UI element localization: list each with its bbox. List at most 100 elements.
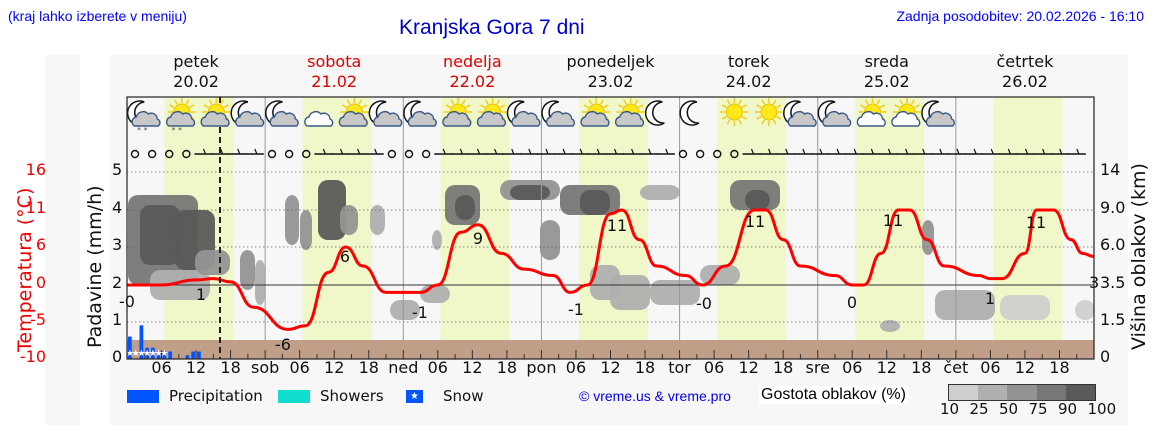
moon-cloud-icon (403, 100, 437, 127)
x-tick: 06 (980, 358, 1001, 377)
density-tick: 90 (1058, 400, 1078, 418)
legend-showers-label: Showers (320, 387, 384, 405)
day-label-0: petek 20.02 (136, 52, 256, 92)
sun-cloud-icon (614, 98, 645, 127)
day-date: 24.02 (725, 72, 772, 91)
last-update: Zadnja posodobitev: 20.02.2026 - 16:10 (896, 8, 1144, 24)
svg-text:★: ★ (132, 349, 140, 359)
x-tick: 06 (151, 358, 172, 377)
svg-text:* *: * * (137, 126, 148, 135)
x-tick: 06 (565, 358, 587, 377)
x-tick: pon (526, 358, 557, 377)
density-tick: 25 (969, 400, 989, 418)
density-tick: 10 (940, 400, 960, 418)
page-title: Kranjska Gora 7 dni (399, 16, 585, 39)
x-tick: 18 (220, 358, 241, 377)
copyright-link[interactable]: © vreme.us & vreme.pro (579, 388, 731, 404)
day-name: četrtek (996, 52, 1054, 71)
moon-cloud-snow-icon: * * (126, 100, 161, 135)
day-name: ponedeljek (566, 52, 655, 71)
precipitation-swatch (127, 389, 159, 403)
density-50 (1007, 385, 1037, 400)
x-tick: 06 (289, 358, 310, 377)
temp-extreme-label: -6 (275, 335, 291, 354)
temperature-line (127, 208, 1095, 331)
temp-extreme-label: 0 (847, 293, 857, 312)
legend-precipitation-label: Precipitation (169, 387, 263, 405)
svg-text:★: ★ (137, 349, 145, 359)
sun-cloud-icon (580, 98, 611, 127)
temp-extreme-label: 11 (1026, 213, 1046, 232)
x-tick: 12 (876, 358, 897, 377)
x-tick: 18 (496, 358, 518, 377)
density-25 (978, 385, 1008, 400)
temp-extreme-label: 1 (985, 289, 995, 308)
showers-swatch (278, 389, 310, 403)
temp-tick: 6 (35, 235, 46, 254)
day-name: nedelja (443, 52, 502, 71)
menu-hint[interactable]: (kraj lahko izberete v meniju) (8, 8, 187, 24)
temp-extreme-label: -1 (412, 303, 428, 322)
precip-tick: 0 (112, 347, 123, 366)
svg-text:★: ★ (149, 349, 157, 359)
moon-cloud-icon (368, 100, 403, 127)
x-tick: 18 (1049, 358, 1070, 377)
x-tick: 18 (634, 358, 656, 377)
x-tick: 18 (911, 358, 932, 377)
cloud-height-tick: 1.5 (1100, 310, 1126, 329)
day-label-4: torek 24.02 (689, 52, 809, 92)
temp-extreme-label: 11 (607, 216, 627, 235)
temp-extreme-label: 1 (196, 285, 206, 304)
sun-cloud-icon (476, 98, 507, 127)
temp-extreme-label: 11 (883, 211, 903, 230)
sun-cloud-snow-icon: * * (166, 98, 196, 135)
sun-cloud-icon (856, 98, 887, 127)
moon-cloud-icon (541, 100, 576, 127)
precip-tick: 1 (112, 310, 123, 329)
precip-tick: 4 (112, 198, 123, 217)
precipitation-bars (128, 325, 201, 359)
density-75 (1036, 385, 1066, 400)
temp-tick: 11 (25, 198, 46, 217)
cloud-density-scale (948, 384, 1096, 401)
svg-text:★: ★ (160, 349, 168, 359)
svg-text:★: ★ (155, 349, 163, 359)
weather-icons: * * * * (126, 98, 955, 135)
moon-icon (679, 100, 700, 126)
sun-cloud-icon (200, 98, 231, 127)
day-label-6: četrtek 26.02 (965, 52, 1085, 92)
day-date: 20.02 (173, 72, 219, 91)
moon-cloud-icon (506, 100, 541, 127)
moon-cloud-icon (817, 100, 852, 127)
day-name: sobota (307, 52, 362, 71)
cloud-height-tick: 6.0 (1100, 235, 1126, 254)
x-tick: ned (388, 358, 419, 377)
x-tick: 12 (600, 358, 621, 377)
precip-tick: 3 (112, 235, 123, 254)
temp-extreme-label: 6 (340, 247, 350, 266)
x-tick: sre (805, 358, 830, 377)
svg-text:★: ★ (143, 349, 151, 359)
cloud-icon (304, 111, 334, 127)
day-name: petek (173, 52, 219, 71)
x-tick: 12 (324, 358, 345, 377)
temp-tick: -5 (30, 310, 46, 329)
density-tick: 100 (1087, 400, 1117, 418)
sun-cloud-icon (442, 98, 473, 127)
x-tick: 12 (738, 358, 759, 377)
temp-tick: 16 (25, 160, 46, 179)
temp-extreme-label: 9 (473, 229, 483, 248)
moon-icon (644, 100, 665, 126)
moon-cloud-icon (921, 100, 955, 127)
snow-markers: ★★★★★★★ (126, 349, 169, 359)
day-date: 25.02 (863, 72, 910, 91)
x-tick: tor (668, 358, 691, 377)
sun-cloud-icon (338, 98, 369, 127)
day-name: torek (727, 52, 770, 71)
moon-cloud-icon (265, 100, 299, 127)
day-date: 23.02 (587, 72, 634, 91)
temp-tick: -10 (19, 347, 46, 366)
x-tick: 06 (703, 358, 725, 377)
density-10 (949, 385, 979, 400)
